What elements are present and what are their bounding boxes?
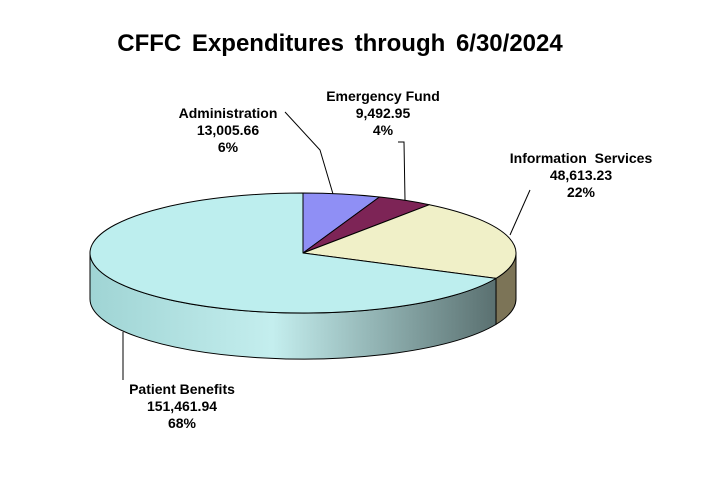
slice-label-information-services: Information Services 48,613.23 22%: [510, 150, 653, 201]
slice-value: 13,005.66: [196, 122, 260, 138]
slice-value: 151,461.94: [146, 398, 218, 414]
slice-name: Patient Benefits: [129, 381, 235, 397]
leader-line-administration: [284, 111, 334, 194]
slice-value: 48,613.23: [549, 167, 613, 183]
slice-percent: 22%: [566, 184, 596, 200]
slice-label-patient-benefits: Patient Benefits 151,461.94 68%: [129, 381, 235, 432]
slice-percent: 6%: [217, 139, 239, 155]
chart-title: CFFC Expenditures through 6/30/2024: [117, 30, 563, 57]
slice-label-emergency-fund: Emergency Fund 9,492.95 4%: [326, 88, 440, 139]
leader-line-information-services: [509, 189, 531, 236]
slice-name: Emergency Fund: [326, 88, 440, 104]
slice-patient-benefits: [89, 192, 497, 314]
slice-label-administration: Administration 13,005.66 6%: [179, 105, 278, 156]
slice-percent: 68%: [167, 415, 197, 431]
leader-line-emergency-fund: [398, 141, 406, 201]
slice-value: 9,492.95: [355, 105, 411, 121]
slice-name: Information Services: [509, 150, 653, 166]
slice-name: Administration: [178, 105, 278, 121]
slice-percent: 4%: [372, 122, 394, 138]
